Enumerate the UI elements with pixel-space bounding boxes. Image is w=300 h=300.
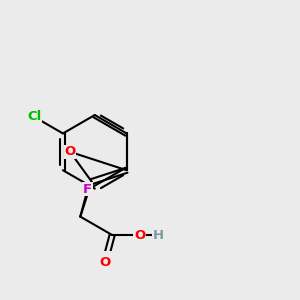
Text: Cl: Cl (27, 110, 41, 123)
Text: F: F (83, 182, 92, 196)
Text: O: O (64, 145, 76, 158)
Text: O: O (99, 256, 110, 269)
Text: H: H (153, 229, 164, 242)
Text: O: O (134, 229, 146, 242)
